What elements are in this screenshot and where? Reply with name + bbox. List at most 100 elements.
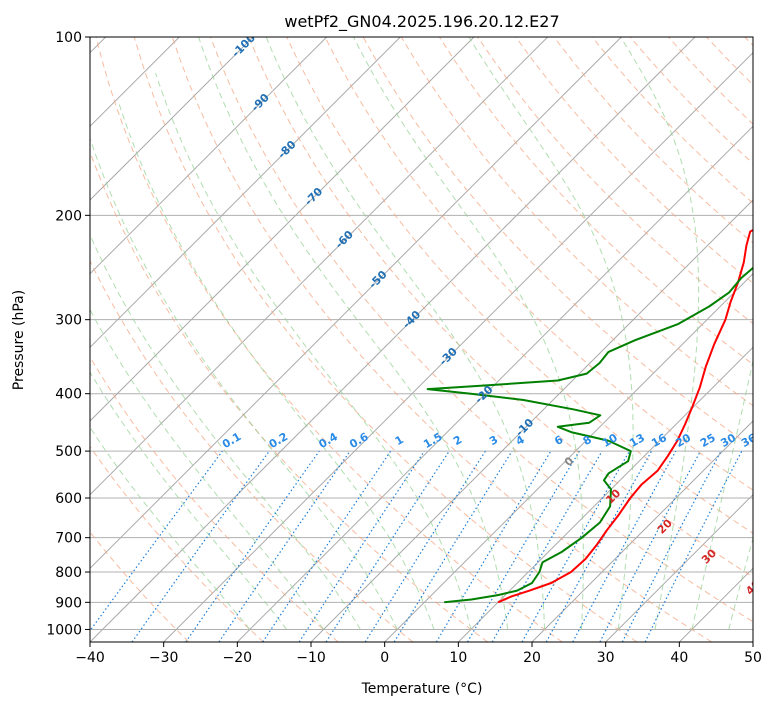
dry-adiabat-line (171, 37, 712, 642)
dry-adiabat-line (95, 37, 563, 642)
isotherm-line (90, 37, 696, 642)
moist-adiabat-line (691, 358, 753, 630)
mixing-ratio-line (131, 450, 270, 642)
x-tick-label: −40 (75, 650, 105, 666)
isotherm-line (752, 641, 753, 642)
plot-frame (89, 36, 754, 643)
moist-adiabat-line (90, 233, 361, 630)
x-axis-title: Temperature (°C) (361, 681, 483, 697)
mixing-ratio-line (545, 450, 653, 642)
dry-adiabat-line (90, 445, 264, 642)
isotherm-line (90, 37, 475, 422)
dry-adiabat-label: 30 (699, 546, 719, 566)
y-tick-label: 700 (55, 531, 82, 547)
dry-adiabat-line (90, 531, 190, 642)
dry-adiabat-label: 20 (655, 516, 675, 536)
moist-adiabat-line (90, 426, 251, 630)
y-tick-label: 300 (55, 313, 82, 329)
x-tick-label: 50 (744, 650, 762, 666)
isotherm-line (163, 51, 753, 642)
dry-adiabat-line (515, 37, 753, 284)
mixing-ratio-label: 1.5 (421, 430, 444, 451)
moist-adiabat-line (468, 37, 634, 630)
isotherm-line (236, 125, 753, 642)
y-tick-label: 600 (55, 491, 82, 507)
moist-adiabat-line (728, 536, 753, 630)
mixing-ratio-label: 0.4 (317, 430, 341, 451)
isotherm-label: -100 (229, 31, 258, 60)
dry-adiabat-label: 10 (603, 486, 623, 506)
x-tick-label: 40 (670, 650, 688, 666)
mixing-ratio-label: 30 (718, 431, 738, 450)
moist-adiabat-line (620, 37, 700, 630)
temperature-line (497, 228, 753, 604)
dry-adiabat-line (90, 259, 414, 642)
background-lines (90, 37, 753, 642)
moist-adiabat-line (118, 104, 435, 630)
dry-adiabat-line (133, 37, 638, 642)
isotherm-line (531, 420, 753, 642)
y-axis-title: Pressure (hPa) (11, 290, 27, 390)
dry-adiabat-label: 0 (562, 454, 577, 469)
dewpoint-line (426, 266, 753, 604)
mixing-ratio-label: 1 (393, 433, 406, 448)
chart-title: wetPf2_GN04.2025.196.20.12.E27 (284, 12, 559, 32)
dry-adiabat-line (210, 37, 753, 623)
dry-adiabat-line (553, 37, 753, 244)
mixing-ratio-label: 6 (552, 433, 565, 448)
mixing-ratio-line (393, 450, 513, 642)
dry-adiabat-line (90, 356, 339, 642)
dry-adiabat-line (668, 37, 753, 125)
y-tick-label: 200 (55, 208, 82, 224)
mixing-ratio-line (521, 450, 631, 642)
mixing-ratio-line (599, 450, 702, 642)
y-tick-label: 800 (55, 565, 82, 581)
mixing-ratio-label: 0.6 (347, 430, 371, 451)
moist-adiabat-line (90, 136, 398, 630)
isotherm-line (384, 272, 753, 642)
moist-adiabat-line (198, 37, 509, 630)
x-tick-label: 0 (380, 650, 389, 666)
mixing-ratio-label: 25 (698, 431, 718, 450)
mixing-ratio-label: 2 (451, 433, 464, 448)
dry-adiabat-label: 40 (743, 577, 763, 597)
isotherm-line (90, 37, 622, 570)
x-axis: −40 −30 −20 −10 0 10 20 30 40 50 (75, 642, 762, 666)
x-tick-label: 30 (597, 650, 615, 666)
mixing-ratio-label: 36 (739, 431, 759, 450)
moist-adiabat-line (353, 37, 584, 630)
mixing-ratio-line (185, 450, 320, 642)
x-tick-label: 10 (449, 650, 467, 666)
dry-adiabat-line (286, 37, 753, 534)
mixing-ratio-label: 10 (600, 431, 620, 450)
mixing-ratio-line (325, 450, 450, 642)
moist-adiabat-line (265, 37, 546, 630)
y-tick-label: 500 (55, 444, 82, 460)
x-tick-label: −20 (223, 650, 253, 666)
isotherm-line (90, 37, 401, 349)
isotherm-line (605, 493, 753, 642)
mixing-ratio-line (435, 450, 552, 642)
y-tick-label: 400 (55, 387, 82, 403)
dry-adiabat-line (248, 37, 753, 578)
mixing-ratio-line (364, 450, 486, 642)
x-tick-label: 20 (523, 650, 541, 666)
mixing-ratio-line (262, 450, 392, 642)
sounding-series (426, 228, 753, 604)
mixing-ratio-label: 0.1 (220, 430, 243, 451)
isotherm-line (90, 37, 328, 275)
y-tick-label: 100 (55, 30, 82, 46)
mixing-ratio-line (572, 450, 677, 642)
moist-adiabat-line (90, 371, 288, 630)
isotherm-line (457, 346, 753, 642)
moist-adiabat-line (155, 72, 472, 630)
x-tick-label: −30 (149, 650, 179, 666)
dry-adiabat-line (591, 37, 753, 204)
dry-adiabat-line (324, 37, 753, 491)
mixing-ratio-label: 13 (627, 431, 647, 450)
mixing-ratio-line (644, 450, 743, 642)
mixing-ratio-line (298, 450, 425, 642)
y-tick-label: 1000 (46, 622, 82, 638)
isotherm-line (90, 37, 549, 496)
